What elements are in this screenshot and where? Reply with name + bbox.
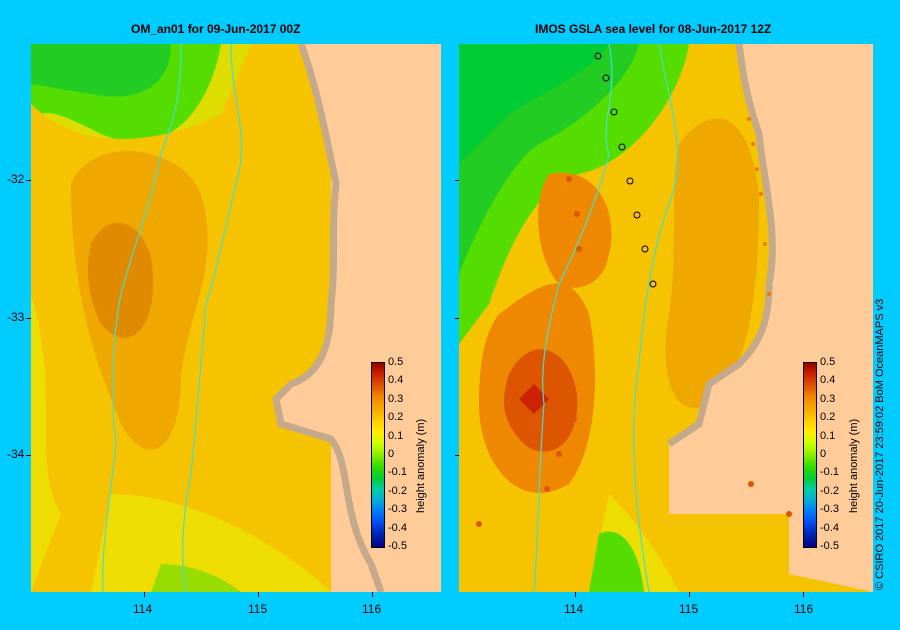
lon-tick: 114 [133, 602, 153, 616]
lon-tick: 116 [362, 602, 382, 616]
colorbar-tick-label: 0 [820, 448, 827, 460]
credit-text: © CSIRO 2017 20-Jun-2017 23:59:02 BoM Oc… [874, 298, 886, 590]
colorbar-tick-label: -0.4 [820, 521, 839, 534]
colorbar-tick-label: 0.4 [388, 374, 404, 387]
tick-mark [26, 455, 31, 456]
lat-tick: -33 [7, 310, 25, 324]
lon-tick: 115 [679, 602, 699, 616]
lat-tick: -32 [7, 172, 25, 186]
colorbar-tick-label: 0 [388, 448, 395, 460]
tick-mark [455, 180, 459, 181]
colorbar-tick-label: -0.5 [388, 540, 407, 552]
colorbar-tick-label: -0.5 [820, 540, 839, 552]
left-map-panel [31, 44, 441, 592]
tick-mark [803, 592, 804, 597]
colorbar-tick-label: 0.3 [820, 392, 836, 405]
lon-tick: 115 [248, 602, 268, 616]
colorbar-tick-label: -0.4 [388, 521, 407, 534]
colorbar-tick-label: 0.5 [388, 356, 404, 368]
tick-mark [258, 592, 259, 597]
colorbar-label: height anomaly (m) [415, 418, 427, 513]
colorbar-tick-label: -0.3 [820, 503, 839, 516]
tick-mark [26, 180, 31, 181]
tick-mark [455, 455, 459, 456]
colorbar-tick-label: 0.3 [388, 392, 404, 405]
tick-mark [689, 592, 690, 597]
colorbar-label: height anomaly (m) [848, 418, 860, 513]
colorbar-tick-label: -0.3 [388, 503, 407, 516]
colorbar-tick-label: -0.1 [388, 466, 407, 479]
right-map-panel [459, 44, 873, 592]
colorbar-tick-label: -0.2 [388, 484, 407, 497]
tick-mark [26, 318, 31, 319]
colorbar-tick-label: 0.2 [388, 411, 404, 424]
tick-mark [575, 592, 576, 597]
colorbar-right [803, 362, 817, 548]
colorbar-left [371, 362, 385, 548]
lon-tick: 114 [564, 602, 584, 616]
colorbar-tick-label: 0.4 [820, 374, 836, 387]
colorbar-tick-label: 0.1 [820, 429, 836, 442]
colorbar-tick-label: 0.1 [388, 429, 404, 442]
tick-mark [372, 592, 373, 597]
tick-mark [144, 592, 145, 597]
tick-mark [455, 318, 459, 319]
colorbar-tick-label: -0.2 [820, 484, 839, 497]
right-map-title: IMOS GSLA sea level for 08-Jun-2017 12Z [535, 22, 772, 36]
left-map-title: OM_an01 for 09-Jun-2017 00Z [131, 22, 301, 36]
lon-tick: 116 [794, 602, 814, 616]
colorbar-tick-label: 0.5 [820, 356, 836, 368]
lat-tick: -34 [7, 447, 25, 461]
colorbar-tick-label: 0.2 [820, 411, 836, 424]
colorbar-tick-label: -0.1 [820, 466, 839, 479]
